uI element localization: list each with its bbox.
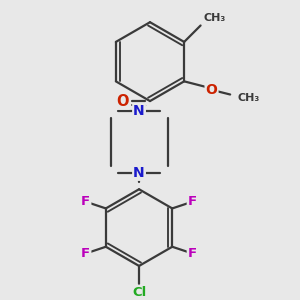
Text: O: O [206, 83, 218, 97]
Text: N: N [133, 104, 145, 118]
Text: F: F [81, 247, 90, 260]
Text: N: N [133, 166, 145, 180]
Text: F: F [188, 247, 197, 260]
Text: F: F [81, 195, 90, 208]
Text: F: F [188, 195, 197, 208]
Text: Cl: Cl [132, 286, 146, 299]
Text: CH₃: CH₃ [238, 93, 260, 103]
Text: O: O [116, 94, 129, 109]
Text: CH₃: CH₃ [204, 13, 226, 23]
